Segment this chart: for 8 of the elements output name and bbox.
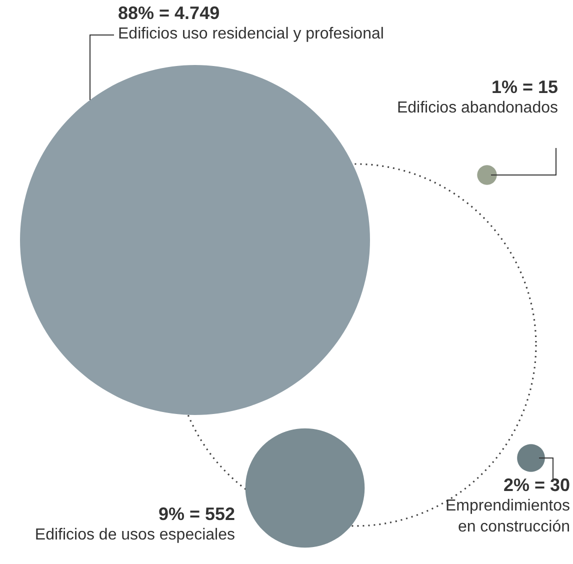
data-label: 2% = 30	[503, 475, 570, 495]
category-label: Emprendimientos en construcción	[446, 498, 570, 536]
category-label: Edificios uso residencial y profesional	[118, 26, 384, 42]
category-label: Edificios abandonados	[396, 100, 558, 116]
data-label: 1% = 15	[491, 77, 558, 97]
data-label: 88% = 4.749	[118, 3, 220, 23]
data-label: 9% = 552	[158, 504, 235, 524]
category-label: Edificios de usos especiales	[34, 526, 235, 544]
